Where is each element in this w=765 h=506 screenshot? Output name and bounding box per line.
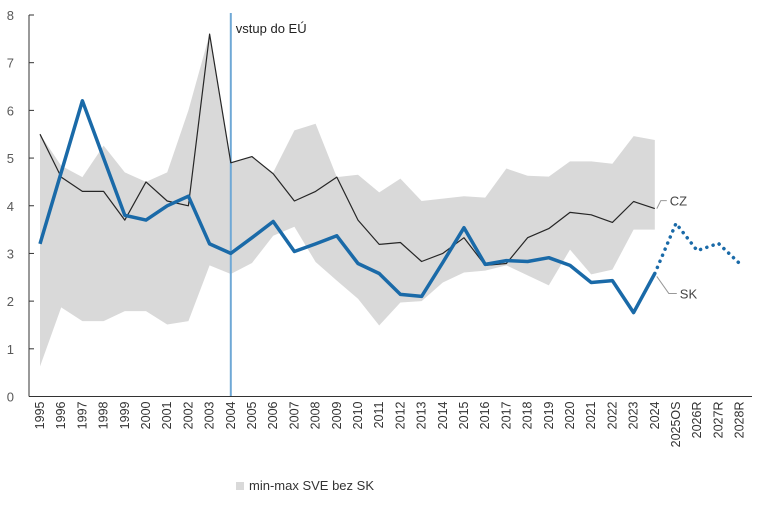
x-tick-label: 2003 (203, 401, 217, 429)
x-tick-label: 2008 (309, 401, 323, 429)
x-tick-label: 2000 (139, 401, 153, 429)
x-tick-label: 2014 (436, 401, 450, 429)
x-tick-label: 2015 (457, 401, 471, 429)
y-tick-label: 0 (7, 390, 14, 405)
x-tick-label: 1996 (54, 401, 68, 429)
x-tick-label: 2004 (224, 401, 238, 429)
cz-series-label: CZ (670, 194, 687, 209)
series-layer (38, 33, 742, 315)
sk-series-label: SK (680, 286, 698, 301)
x-axis-ticks: 1995 1996 1997 1998 1999 2000 2001 2002 2003 2004… (33, 401, 747, 447)
x-tick-label: 2017 (499, 401, 513, 429)
y-tick-label: 7 (7, 56, 14, 71)
x-tick-label: 2023 (627, 401, 641, 429)
x-tick-label: 2021 (584, 401, 598, 429)
legend-swatch-band (236, 481, 244, 490)
x-tick-label: 1997 (75, 401, 89, 429)
x-tick-label: 1998 (97, 401, 111, 429)
min-max-band-layer (40, 34, 655, 367)
x-tick-label: 2010 (351, 401, 365, 429)
series-line-cz (39, 33, 655, 266)
x-tick-label: 2022 (605, 401, 619, 429)
min-max-band (40, 34, 655, 367)
x-tick-label: 2027R (711, 402, 725, 439)
sk-label-leader (656, 276, 677, 294)
series-line-sk (38, 99, 657, 315)
x-tick-label: 2002 (181, 401, 195, 429)
y-tick-label: 3 (7, 246, 14, 261)
x-tick-label: 2001 (160, 401, 174, 429)
x-tick-label: 1999 (118, 401, 132, 429)
x-tick-label: 2028R (733, 402, 747, 439)
x-tick-label: 2024 (648, 401, 662, 429)
y-axis-ticks: 0 1 2 3 4 5 6 7 8 (7, 8, 34, 405)
x-tick-label: 2020 (563, 401, 577, 429)
x-tick-label: 2026R (690, 402, 704, 439)
y-tick-label: 6 (7, 103, 14, 118)
cz-label-leader (656, 200, 667, 209)
x-tick-label: 2019 (542, 401, 556, 429)
x-tick-label: 2018 (521, 401, 535, 429)
x-tick-label: 2013 (415, 401, 429, 429)
x-tick-label: 2009 (330, 401, 344, 429)
eu-accession-annotation: vstup do EÚ (236, 21, 307, 36)
series-labels: CZ SK (656, 194, 698, 301)
series-line-sk-forecast (653, 221, 742, 276)
y-tick-label: 5 (7, 151, 14, 166)
x-tick-label: 2005 (245, 401, 259, 429)
x-tick-label: 2011 (372, 401, 386, 428)
x-tick-label: 2006 (266, 401, 280, 429)
legend: min-max SVE bez SK (236, 478, 374, 493)
x-tick-label: 2016 (478, 401, 492, 429)
y-tick-label: 1 (7, 342, 14, 357)
x-tick-label: 1995 (33, 401, 47, 429)
x-tick-label: 2012 (393, 401, 407, 429)
legend-label-band: min-max SVE bez SK (249, 478, 374, 493)
y-tick-label: 2 (7, 294, 14, 309)
y-tick-label: 8 (7, 8, 14, 23)
y-tick-label: 4 (7, 199, 14, 214)
x-tick-label: 2025OS (669, 402, 683, 448)
x-tick-label: 2007 (287, 401, 301, 429)
